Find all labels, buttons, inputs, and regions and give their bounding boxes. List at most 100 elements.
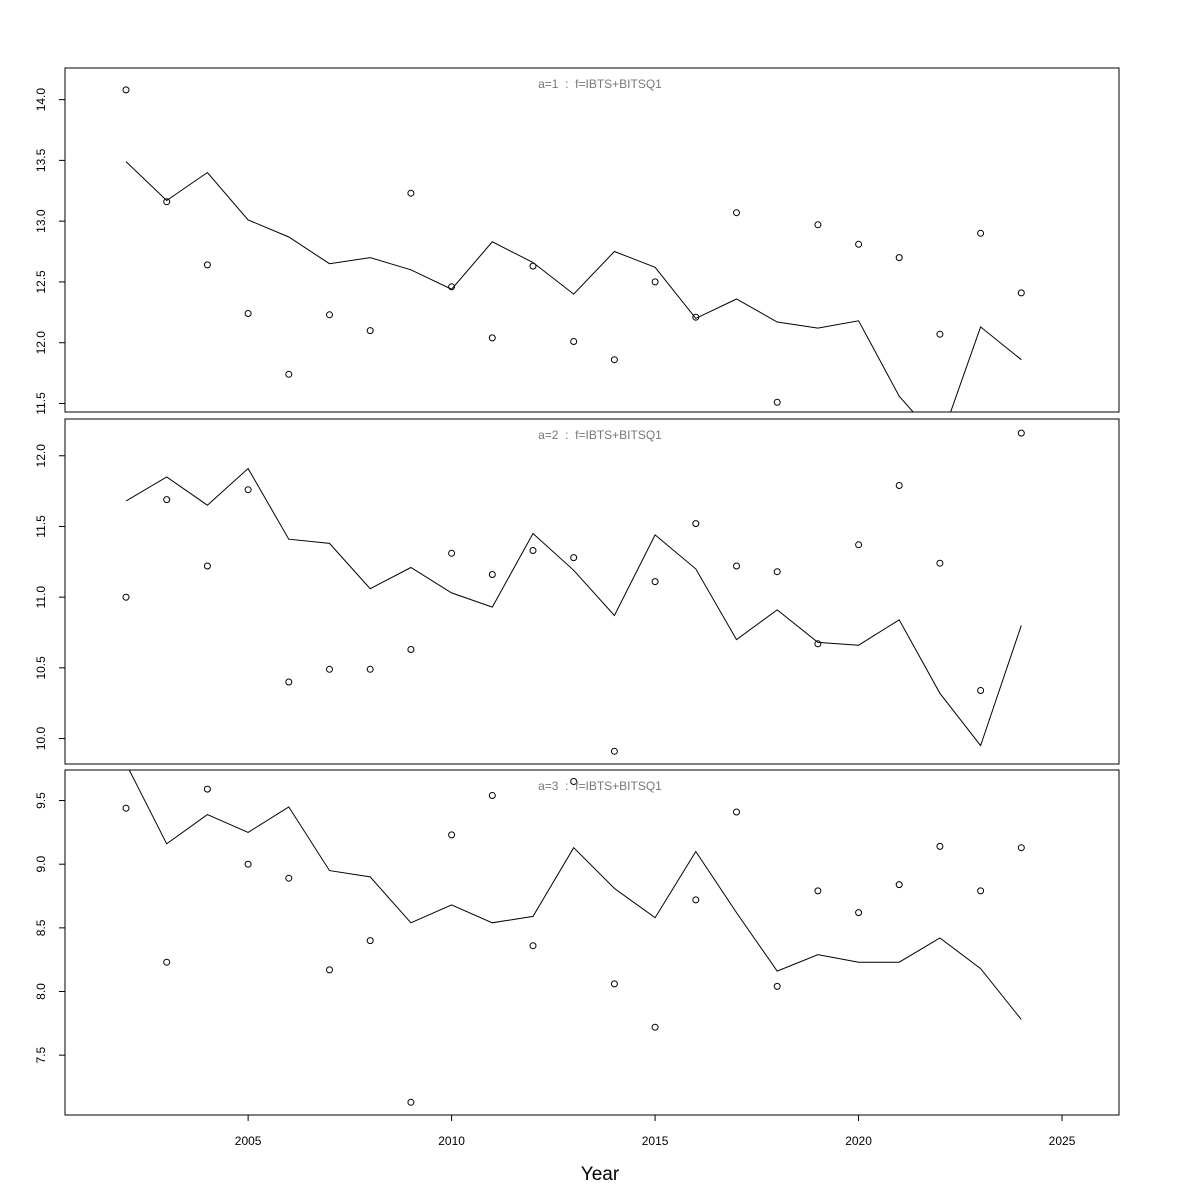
observed-point bbox=[529, 942, 537, 950]
observed-point bbox=[163, 496, 171, 504]
observed-point bbox=[326, 665, 333, 673]
observed-point bbox=[203, 785, 211, 793]
observed-point bbox=[366, 327, 374, 335]
observed-point bbox=[366, 665, 374, 673]
y-tick-label: 11.5 bbox=[34, 515, 48, 538]
panel-title: a=1 : f=IBTS+BITSQ1 bbox=[538, 77, 662, 91]
y-tick-label: 8.0 bbox=[34, 983, 48, 1000]
observed-point bbox=[407, 189, 415, 197]
observed-point bbox=[692, 313, 700, 321]
x-tick-label: 2020 bbox=[845, 1134, 872, 1148]
observed-point bbox=[895, 254, 903, 262]
observed-point bbox=[1017, 289, 1025, 297]
observed-point bbox=[895, 881, 903, 889]
y-tick-label: 13.5 bbox=[34, 148, 48, 172]
panel-1: 11.5 12.0 12.5 13.0 13.5 14.0 a=1 : f=IBTS+BIT… bbox=[34, 67, 1120, 415]
y-tick-label: 12.0 bbox=[34, 444, 48, 468]
observed-point bbox=[448, 283, 456, 291]
observed-point bbox=[610, 747, 618, 755]
observed-point bbox=[1017, 844, 1025, 852]
x-tick-label: 2015 bbox=[642, 1134, 669, 1148]
x-axis: 2005 2010 2015 2020 2025 bbox=[235, 1114, 1076, 1148]
y-tick-label: 12.5 bbox=[34, 270, 48, 294]
panel-2: 10.0 10.5 11.0 11.5 12.0 a=2 : f=IBTS+BITSQ1 bbox=[34, 418, 1120, 765]
observed-point bbox=[244, 310, 252, 317]
observed-point bbox=[244, 860, 252, 868]
observed-point bbox=[814, 640, 822, 648]
observed-point bbox=[733, 808, 740, 816]
observed-point bbox=[488, 792, 496, 799]
observed-point bbox=[733, 209, 740, 217]
observed-point bbox=[570, 778, 578, 785]
observed-point bbox=[529, 262, 537, 270]
observed-point bbox=[773, 398, 781, 406]
observed-point bbox=[570, 338, 578, 345]
y-tick-label: 11.0 bbox=[34, 586, 48, 609]
observed-point bbox=[733, 562, 740, 570]
observed-point bbox=[977, 229, 985, 237]
observed-point bbox=[407, 646, 415, 653]
observed-point bbox=[488, 334, 496, 342]
observed-point bbox=[651, 1023, 659, 1031]
fitted-line bbox=[125, 467, 1022, 747]
observed-point bbox=[610, 980, 618, 988]
observed-point bbox=[326, 311, 333, 319]
observed-point bbox=[977, 887, 985, 895]
y-tick-label: 12.0 bbox=[34, 331, 48, 355]
observed-point bbox=[448, 831, 456, 839]
observed-point bbox=[692, 896, 700, 904]
panel-title: a=3 : f=IBTS+BITSQ1 bbox=[538, 779, 662, 793]
fitted-line bbox=[125, 161, 1022, 412]
observed-point bbox=[610, 356, 618, 364]
observed-point bbox=[529, 547, 537, 554]
panel-title: a=2 : f=IBTS+BITSQ1 bbox=[538, 428, 662, 442]
observed-point bbox=[814, 221, 822, 229]
observed-point bbox=[407, 1098, 415, 1106]
observed-point bbox=[163, 198, 171, 206]
y-tick-label: 10.5 bbox=[34, 656, 48, 680]
x-tick-label: 2005 bbox=[235, 1134, 262, 1148]
observed-point bbox=[855, 541, 863, 549]
observed-point bbox=[977, 687, 985, 694]
observed-point bbox=[203, 562, 211, 570]
observed-point bbox=[773, 982, 781, 990]
observed-point bbox=[651, 278, 659, 286]
fitted-line bbox=[128, 770, 1022, 1020]
observed-point bbox=[855, 240, 863, 248]
panel-frame bbox=[64, 67, 1120, 413]
observed-point bbox=[936, 842, 944, 850]
observed-point bbox=[570, 554, 578, 562]
y-tick-label: 10.0 bbox=[34, 727, 48, 751]
y-tick-label: 8.5 bbox=[34, 919, 48, 936]
observed-point bbox=[936, 559, 944, 567]
observed-point bbox=[895, 482, 903, 489]
observed-point bbox=[692, 520, 700, 528]
observed-point bbox=[122, 86, 130, 94]
y-tick-label: 9.0 bbox=[34, 856, 48, 873]
observed-point bbox=[651, 578, 659, 586]
observed-point bbox=[244, 486, 252, 494]
y-tick-label: 9.5 bbox=[34, 792, 48, 809]
y-tick-label: 11.5 bbox=[34, 392, 48, 415]
observed-point bbox=[203, 261, 211, 269]
x-axis-label: Year bbox=[581, 1164, 620, 1185]
observed-point bbox=[366, 937, 374, 945]
panel-frame bbox=[64, 418, 1120, 765]
x-tick-label: 2025 bbox=[1049, 1134, 1076, 1148]
observed-point bbox=[855, 909, 863, 917]
observed-point bbox=[936, 330, 944, 338]
y-tick-label: 14.0 bbox=[34, 88, 48, 112]
observed-point bbox=[163, 958, 171, 966]
observed-point bbox=[814, 887, 822, 895]
observed-point bbox=[122, 593, 130, 601]
observed-point bbox=[285, 370, 293, 378]
y-tick-label: 13.0 bbox=[34, 209, 48, 233]
observed-point bbox=[285, 678, 293, 686]
observed-point bbox=[773, 568, 781, 576]
observed-point bbox=[1017, 429, 1025, 437]
x-tick-label: 2010 bbox=[438, 1134, 465, 1148]
observed-point bbox=[448, 549, 456, 557]
observed-point bbox=[488, 571, 496, 578]
y-tick-label: 7.5 bbox=[34, 1047, 48, 1064]
